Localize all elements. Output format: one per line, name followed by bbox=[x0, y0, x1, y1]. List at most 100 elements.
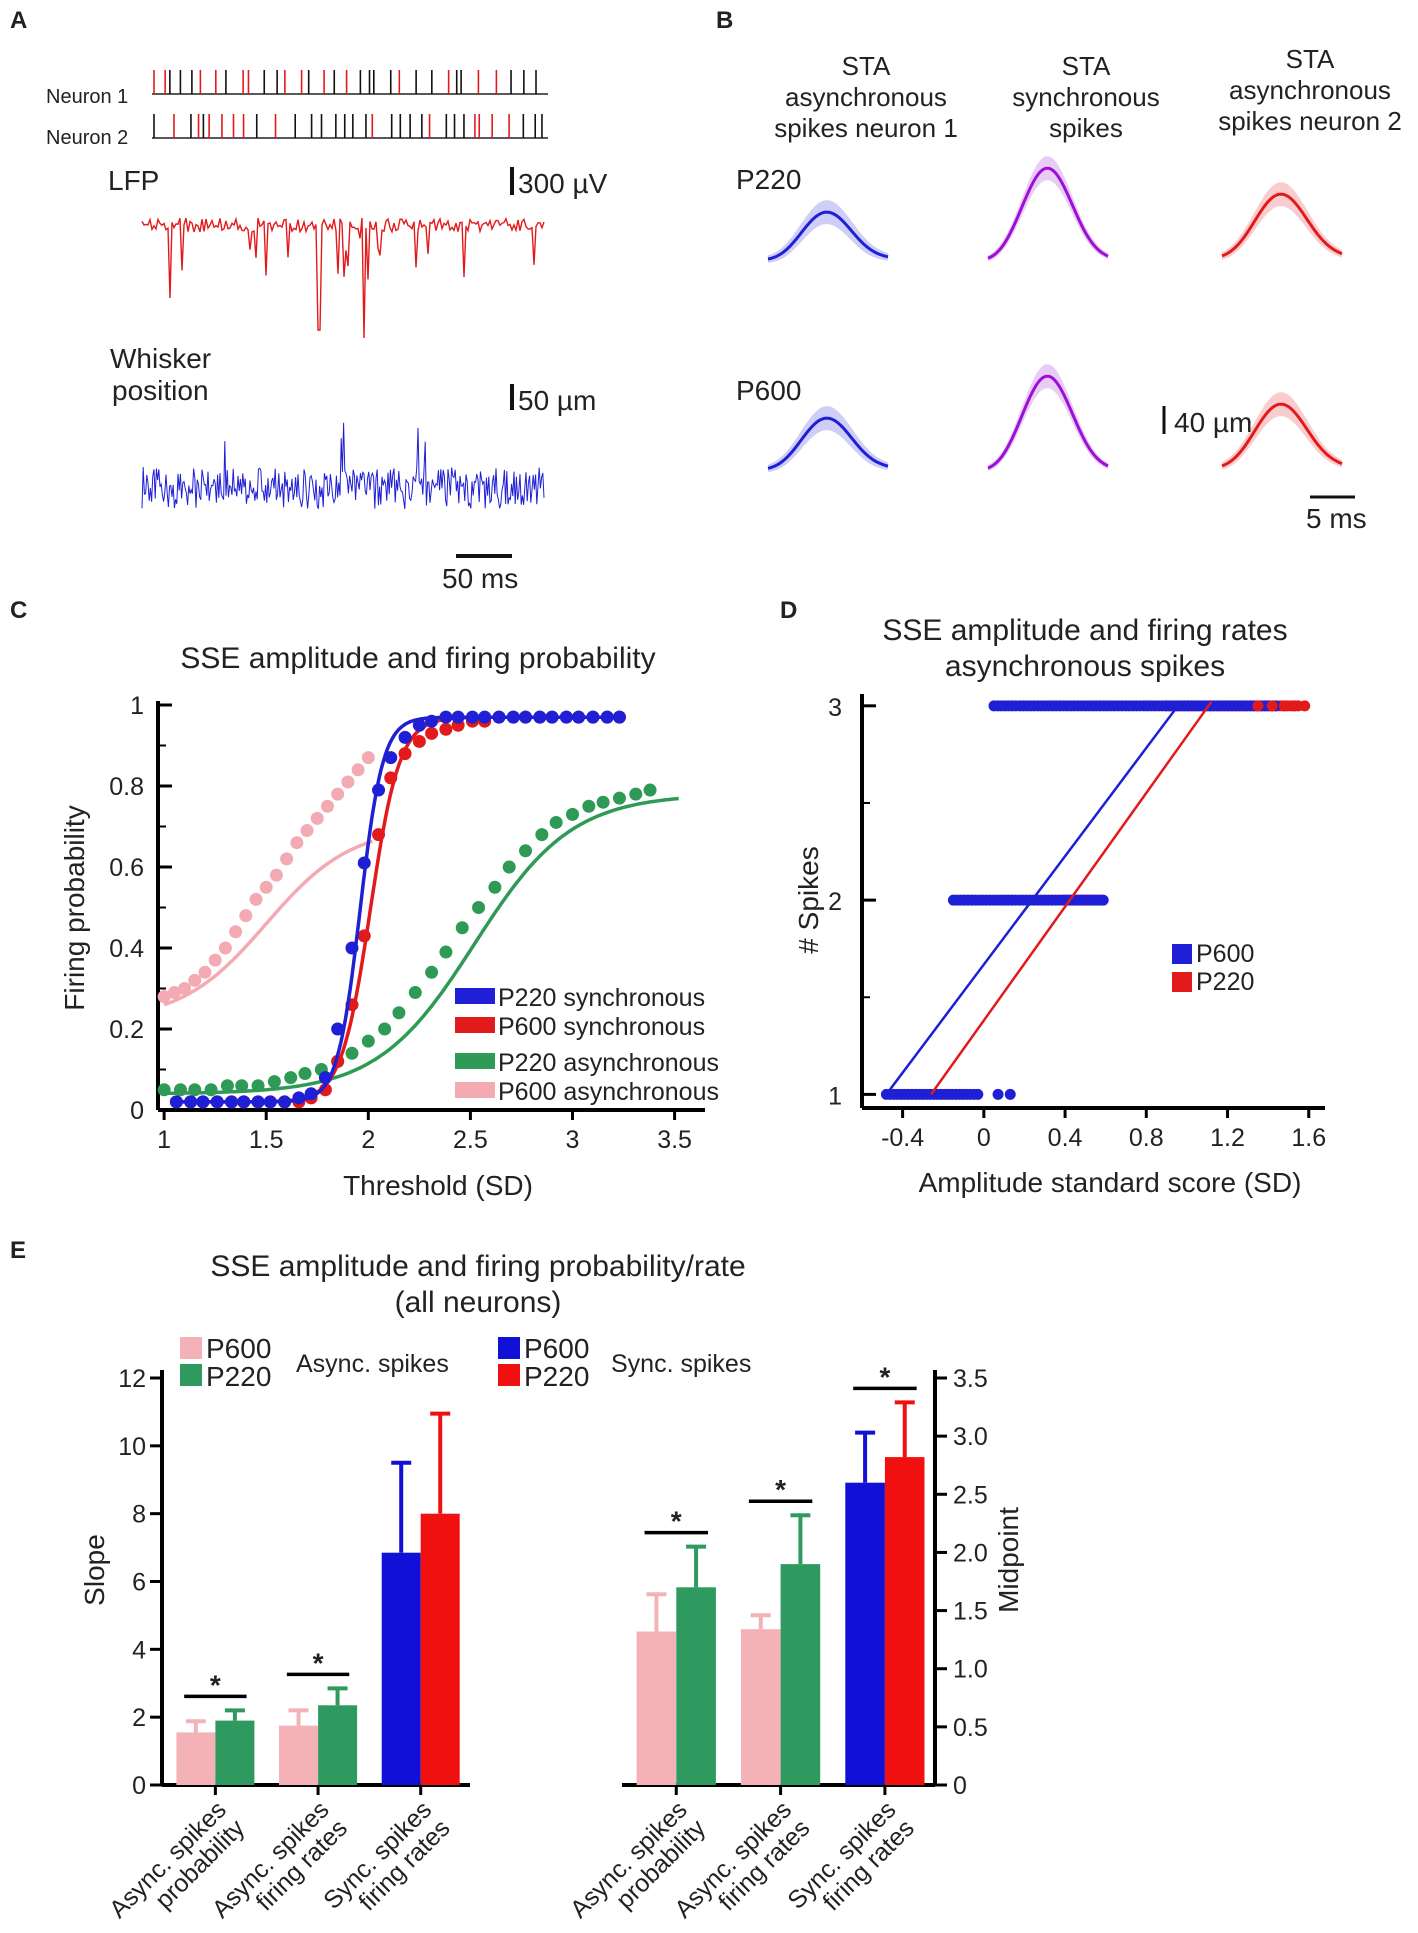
legend-swatch-p220 bbox=[1172, 972, 1192, 992]
panel-letter-b: B bbox=[716, 7, 733, 34]
legend-label-p600: P600 bbox=[1196, 940, 1254, 968]
chart-d-xtick-label: -0.4 bbox=[881, 1124, 924, 1152]
chart-d-xtick-label: 1.2 bbox=[1210, 1124, 1245, 1152]
chart-c-point-p600-asynchronous bbox=[229, 925, 243, 939]
chart-e-right-ytick-label: 2.5 bbox=[953, 1481, 988, 1509]
chart-d-point-p600 bbox=[1004, 1088, 1016, 1100]
chart-c-point-p600-synchronous bbox=[439, 722, 453, 736]
chart-c-title: SSE amplitude and firing probability bbox=[180, 642, 655, 675]
chart-c-point-p600-synchronous bbox=[412, 734, 426, 748]
chart-c-point-p220-asynchronous bbox=[488, 880, 502, 894]
chart-e-right-significance-star: * bbox=[879, 1361, 890, 1392]
chart-c-point-p220-synchronous bbox=[612, 710, 626, 724]
chart-c-point-p220-synchronous bbox=[559, 710, 573, 724]
legend-label-p220-async: P220 asynchronous bbox=[498, 1049, 719, 1077]
chart-c-point-p220-asynchronous bbox=[472, 901, 486, 914]
chart-c-point-p220-synchronous bbox=[263, 1095, 277, 1109]
chart-c-point-p220-synchronous bbox=[169, 1095, 183, 1109]
chart-c-point-p220-asynchronous bbox=[188, 1083, 202, 1097]
chart-d-xtick-label: 0 bbox=[977, 1124, 991, 1152]
chart-c-point-p220-asynchronous bbox=[519, 844, 533, 858]
chart-c-point-p220-synchronous bbox=[357, 856, 371, 870]
legend-caption-sync: Sync. spikes bbox=[611, 1350, 751, 1378]
chart-c-point-p220-synchronous bbox=[184, 1095, 198, 1109]
neuron-2-raster bbox=[152, 114, 548, 139]
legend-label-p220-sync: P220 synchronous bbox=[498, 984, 705, 1012]
chart-c-point-p600-asynchronous bbox=[157, 990, 171, 1004]
chart-c-point-p600-asynchronous bbox=[310, 811, 324, 825]
panel-d: D SSE amplitude and firing rates asynchr… bbox=[780, 597, 1326, 1198]
chart-c-point-p600-asynchronous bbox=[188, 973, 202, 987]
chart-c-point-p220-synchronous bbox=[519, 710, 533, 724]
chart-c-point-p220-synchronous bbox=[251, 1095, 265, 1109]
chart-e-left-significance-star: * bbox=[313, 1647, 324, 1678]
chart-c-point-p600-asynchronous bbox=[208, 953, 222, 967]
chart-c-point-p220-synchronous bbox=[545, 710, 559, 724]
chart-c-point-p220-synchronous bbox=[412, 718, 426, 732]
chart-d-point-p220 bbox=[1289, 700, 1301, 712]
chart-c-point-p220-synchronous bbox=[533, 710, 547, 724]
legend-swatch-p220-sync bbox=[455, 988, 495, 1004]
sta-band-p600-3 bbox=[1222, 392, 1342, 470]
chart-c-point-p600-asynchronous bbox=[167, 986, 181, 1000]
chart-c-point-p220-synchronous bbox=[196, 1095, 210, 1109]
chart-e-left-significance-star: * bbox=[210, 1669, 221, 1700]
sta-title-1: STA asynchronous spikes neuron 1 bbox=[774, 51, 958, 143]
chart-c-point-p220-synchronous bbox=[492, 710, 506, 724]
chart-e-right-bar-p220 bbox=[676, 1587, 716, 1785]
lfp-trace bbox=[141, 216, 545, 339]
chart-c-point-p600-asynchronous bbox=[259, 880, 273, 894]
chart-c-point-p220-asynchronous bbox=[549, 815, 563, 829]
sta-traces bbox=[767, 156, 1343, 473]
chart-c-point-p220-asynchronous bbox=[267, 1075, 281, 1089]
chart-e-left-ytick-label: 10 bbox=[118, 1433, 146, 1461]
chart-c-point-p600-asynchronous bbox=[198, 965, 212, 979]
chart-e-left-ytick-label: 4 bbox=[132, 1636, 146, 1664]
chart-c-point-p220-synchronous bbox=[292, 1091, 306, 1105]
chart-c-point-p220-synchronous bbox=[384, 751, 398, 765]
chart-c-xlabel: Threshold (SD) bbox=[343, 1170, 533, 1201]
panel-letter-a: A bbox=[10, 7, 27, 34]
chart-e-right-ytick-label: 1.5 bbox=[953, 1598, 988, 1626]
svg-text:STA: STA bbox=[842, 51, 891, 81]
chart-c-xtick-label: 3.5 bbox=[657, 1126, 692, 1154]
panel-a: A Neuron 1 Neuron 2 LFP 300 µV Whisker p… bbox=[10, 7, 608, 594]
chart-d-point-p220 bbox=[1266, 700, 1278, 712]
chart-d-ytick-label: 2 bbox=[828, 888, 842, 916]
svg-text:spikes neuron 1: spikes neuron 1 bbox=[774, 113, 958, 143]
chart-c-point-p220-asynchronous bbox=[612, 791, 626, 805]
chart-c-point-p220-asynchronous bbox=[596, 795, 610, 809]
sta-scale-v-label: 40 µm bbox=[1174, 407, 1252, 438]
chart-c-point-p220-asynchronous bbox=[204, 1083, 218, 1097]
chart-e-legend-left: P600 P220 Async. spikes bbox=[180, 1333, 449, 1392]
chart-d-point-p600 bbox=[972, 1088, 984, 1100]
chart-c-point-p220-synchronous bbox=[439, 710, 453, 724]
chart-c-fit-p220-asynchronous bbox=[164, 796, 679, 1096]
sta-scale-h-label: 5 ms bbox=[1306, 503, 1367, 534]
chart-c-point-p220-asynchronous bbox=[173, 1083, 187, 1097]
chart-c-point-p220-synchronous bbox=[345, 941, 359, 955]
lfp-scale-label: 300 µV bbox=[518, 168, 608, 199]
chart-c-point-p600-asynchronous bbox=[290, 836, 304, 850]
chart-c-point-p220-synchronous bbox=[304, 1087, 318, 1101]
chart-e-right-ytick-label: 1.0 bbox=[953, 1656, 988, 1684]
chart-c-point-p600-asynchronous bbox=[361, 751, 375, 765]
legend-swatch-p600-async bbox=[455, 1082, 495, 1098]
chart-d-subtitle: asynchronous spikes bbox=[945, 650, 1225, 683]
svg-text:spikes neuron 2: spikes neuron 2 bbox=[1218, 106, 1402, 136]
chart-e-right-bar-p600 bbox=[636, 1631, 677, 1785]
chart-e-left-ytick-label: 2 bbox=[132, 1704, 146, 1732]
chart-e-right-significance-star: * bbox=[775, 1474, 786, 1505]
chart-c-point-p220-asynchronous bbox=[455, 921, 469, 935]
legend-label-sync-p220: P220 bbox=[524, 1361, 589, 1392]
chart-c-point-p600-asynchronous bbox=[351, 763, 365, 777]
chart-e-right-ytick-label: 0 bbox=[953, 1772, 967, 1800]
chart-d-fit-p600 bbox=[885, 701, 1182, 1096]
row-label-p600: P600 bbox=[736, 375, 801, 406]
chart-c-point-p220-synchronous bbox=[506, 710, 520, 724]
whisker-scale-label: 50 µm bbox=[518, 385, 596, 416]
legend-swatch-p220-async bbox=[455, 1053, 495, 1069]
legend-caption-async: Async. spikes bbox=[296, 1350, 449, 1378]
chart-c-xtick-label: 1.5 bbox=[249, 1126, 284, 1154]
panel-c: C SSE amplitude and firing probability 0… bbox=[10, 597, 719, 1201]
